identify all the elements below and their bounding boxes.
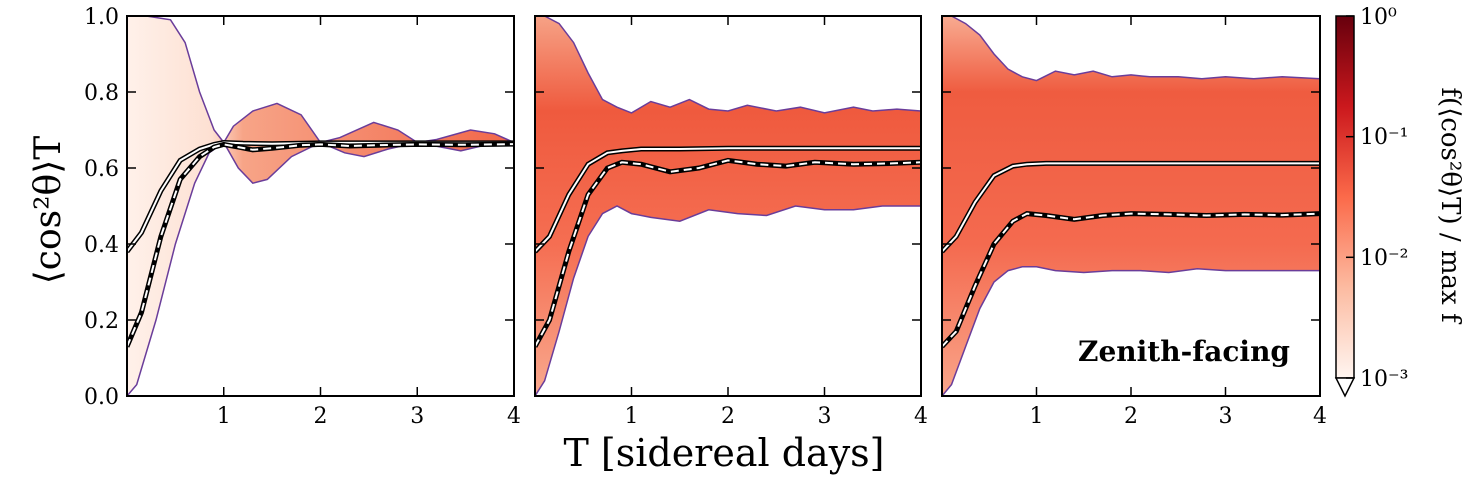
- mean-line: [535, 147, 921, 253]
- plot-area: [127, 16, 514, 396]
- colorbar-tick-label: 10⁻¹: [1360, 125, 1408, 150]
- panel-left: 1 2 3 4 0.0 0.2 0.4 0.6 0.8 1.0: [84, 5, 521, 429]
- dashed-line: [535, 159, 921, 348]
- density-band: [127, 16, 514, 396]
- lower-envelope-line: [535, 205, 921, 396]
- x-tick-label: 2: [1124, 404, 1138, 429]
- colorbar-tick-label: 10⁻³: [1360, 367, 1408, 392]
- panel-middle: 1 2 3 4: [534, 15, 928, 429]
- panel-right: 1 2 3 4: [941, 15, 1327, 429]
- x-tick-label: 4: [914, 404, 928, 429]
- x-tick-label: 3: [410, 404, 424, 429]
- x-tick-label: 3: [1219, 404, 1233, 429]
- zenith-facing-annotation: Zenith-facing: [1078, 335, 1290, 368]
- x-tick-label: 2: [314, 404, 328, 429]
- y-axis-label: ⟨cos²θ⟩T: [28, 136, 69, 285]
- upper-envelope-line: [942, 16, 1320, 82]
- dashed-line: [942, 212, 1320, 348]
- x-axis-label: T [sidereal days]: [563, 431, 884, 475]
- colorbar-gradient: [1335, 15, 1355, 379]
- density-band: [535, 16, 921, 396]
- x-tick-label: 4: [1313, 404, 1327, 429]
- x-tick-label: 1: [217, 404, 231, 429]
- y-tick-label: 0.6: [84, 157, 119, 182]
- y-tick-label: 0.0: [84, 385, 119, 410]
- dashed-line: [127, 143, 514, 347]
- x-tick-label: 2: [721, 404, 735, 429]
- colorbar-label: f(⟨cos²θ⟩T) / max f: [1435, 87, 1465, 325]
- y-tick-label: 1.0: [84, 5, 119, 30]
- plot-area: [942, 16, 1320, 396]
- plot-area: [535, 16, 921, 396]
- colorbar-tick-label: 10⁰: [1360, 5, 1397, 30]
- y-tick-label: 0.8: [84, 81, 119, 106]
- density-band: [942, 16, 1320, 396]
- upper-envelope-line: [127, 16, 514, 144]
- mean-line: [942, 162, 1320, 253]
- x-tick-label: 1: [1030, 404, 1044, 429]
- x-tick-label: 1: [625, 404, 639, 429]
- y-tick-label: 0.4: [84, 233, 119, 258]
- colorbar: 10⁰ 10⁻¹ 10⁻² 10⁻³ f(⟨cos²θ⟩T) / max f: [1334, 5, 1465, 398]
- x-tick-label: 3: [818, 404, 832, 429]
- upper-envelope-line: [535, 16, 921, 114]
- y-tick-label: 0.2: [84, 309, 119, 334]
- colorbar-extend-arrow: [1334, 377, 1356, 398]
- lower-envelope-line: [942, 266, 1320, 396]
- colorbar-tick-label: 10⁻²: [1360, 246, 1408, 271]
- x-tick-label: 4: [507, 404, 521, 429]
